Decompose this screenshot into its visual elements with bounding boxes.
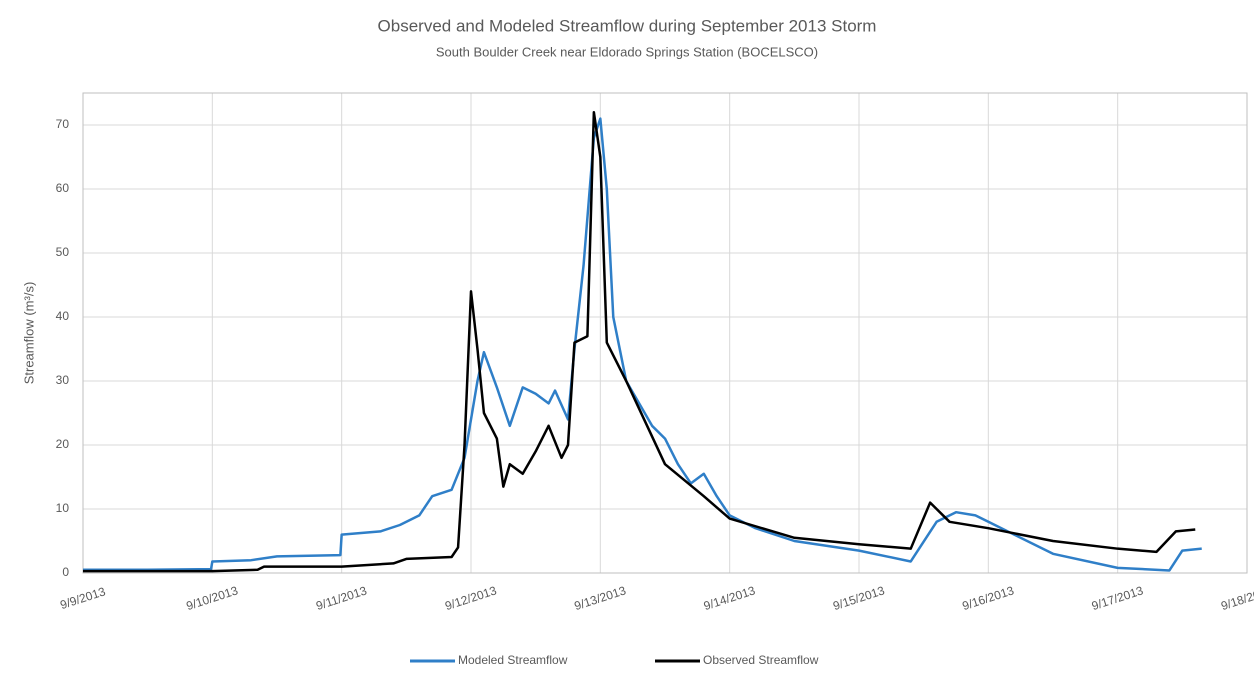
- x-tick-label: 9/12/2013: [443, 583, 498, 613]
- y-tick-label: 0: [62, 565, 69, 579]
- y-tick-label: 30: [56, 373, 70, 387]
- chart-subtitle: South Boulder Creek near Eldorado Spring…: [436, 44, 818, 59]
- series-line: [83, 110, 1196, 573]
- legend-label: Modeled Streamflow: [458, 653, 568, 667]
- plot-border: [82, 92, 1248, 574]
- y-tick-label: 10: [56, 501, 70, 515]
- x-tick-label: 9/16/2013: [961, 583, 1016, 613]
- x-tick-label: 9/14/2013: [702, 583, 757, 613]
- y-axis-label: Streamflow (m³/s): [21, 282, 36, 385]
- x-tick-label: 9/9/2013: [58, 584, 107, 612]
- y-tick-label: 40: [56, 309, 70, 323]
- series-line: [83, 117, 1202, 572]
- x-tick-label: 9/11/2013: [314, 583, 369, 613]
- x-tick-label: 9/10/2013: [185, 583, 240, 613]
- y-tick-label: 70: [56, 117, 70, 131]
- y-tick-label: 20: [56, 437, 70, 451]
- x-tick-label: 9/13/2013: [573, 583, 628, 613]
- y-tick-label: 60: [56, 181, 70, 195]
- legend-label: Observed Streamflow: [703, 653, 819, 667]
- x-tick-label: 9/15/2013: [831, 583, 886, 613]
- x-tick-label: 9/18/2013: [1219, 583, 1254, 613]
- x-tick-label: 9/17/2013: [1090, 583, 1145, 613]
- chart-title: Observed and Modeled Streamflow during S…: [378, 16, 877, 35]
- y-tick-label: 50: [56, 245, 70, 259]
